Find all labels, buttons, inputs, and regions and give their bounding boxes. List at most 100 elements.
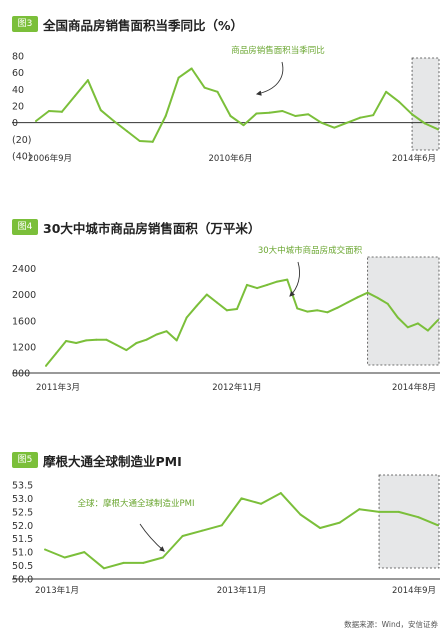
data-source-note: 数据来源：Wind，安信证券: [344, 620, 438, 629]
data-point: [260, 502, 263, 505]
data-point: [45, 364, 47, 367]
data-point: [115, 343, 118, 346]
data-point: [316, 309, 319, 312]
x-tick-label: 2006年9月: [28, 153, 72, 164]
data-point: [437, 128, 439, 131]
data-point: [276, 280, 279, 283]
data-point: [386, 302, 389, 305]
y-tick-label: 2000: [12, 290, 36, 301]
forecast-region: [367, 256, 440, 366]
data-point: [203, 86, 206, 89]
data-point: [99, 109, 102, 112]
data-point: [47, 110, 50, 112]
figure-3-title: 图3 全国商品房销售面积当季同比（%）: [12, 14, 243, 34]
data-point: [175, 339, 178, 342]
data-point: [83, 551, 86, 554]
data-point: [185, 316, 188, 319]
data-point: [296, 307, 299, 310]
data-point: [338, 521, 341, 524]
data-point: [286, 278, 289, 281]
data-point: [138, 140, 141, 142]
data-point: [181, 535, 184, 538]
y-tick-label: 2400: [12, 264, 36, 275]
data-point: [55, 352, 58, 355]
x-tick-label: 2013年1月: [35, 585, 79, 596]
data-point: [376, 296, 379, 299]
figure-3-badge: 图3: [12, 16, 38, 32]
y-tick-label: 1600: [12, 316, 36, 327]
data-point: [397, 510, 400, 513]
y-tick-label: 60: [12, 68, 24, 79]
data-point: [105, 338, 108, 341]
data-point: [177, 76, 180, 79]
data-point: [65, 340, 68, 343]
y-tick-label: (20): [12, 135, 32, 146]
data-point: [102, 567, 105, 570]
data-point: [416, 322, 419, 325]
y-tick-label: 1200: [12, 342, 36, 353]
data-point: [385, 90, 388, 93]
series-label: 商品房销售面积当季同比: [231, 45, 325, 56]
series-label: 30大中城市商品房成交面积: [258, 245, 363, 256]
data-point: [326, 311, 329, 314]
y-tick-label: 53.0: [12, 494, 33, 505]
data-point: [417, 516, 420, 519]
data-point: [229, 115, 232, 117]
data-point: [358, 508, 361, 511]
data-point: [281, 110, 284, 112]
y-tick-label: 80: [12, 52, 24, 63]
data-point: [246, 283, 249, 286]
data-point: [142, 561, 145, 564]
data-point: [205, 293, 208, 296]
data-point: [60, 110, 63, 113]
data-point: [255, 112, 258, 115]
data-point: [161, 556, 164, 559]
figure-5-title-text: 摩根大通全球制造业PMI: [43, 453, 182, 469]
data-point: [299, 513, 302, 516]
data-point: [112, 120, 115, 122]
chart-3: 80 60 40 20 0 (20) (40)2006年9月 2010年6月 2014年6月 商品…: [12, 45, 440, 164]
data-point: [145, 338, 148, 341]
data-point: [63, 556, 66, 559]
data-point: [333, 126, 336, 129]
data-point: [240, 497, 243, 500]
data-point: [378, 510, 381, 513]
data-point: [396, 316, 399, 319]
data-point: [122, 561, 125, 564]
data-point: [235, 308, 238, 311]
data-point: [125, 349, 128, 352]
data-point: [164, 115, 167, 117]
data-point: [242, 124, 245, 127]
data-point: [279, 492, 282, 495]
x-tick-label: 2010年6月: [208, 153, 252, 164]
data-point: [225, 309, 228, 312]
data-point: [44, 548, 46, 551]
y-tick-label: 52.0: [12, 521, 33, 532]
figure-4-title-text: 30大中城市商品房销售面积（万平米）: [43, 220, 261, 236]
data-point: [372, 114, 375, 117]
data-point: [398, 100, 401, 103]
data-point: [190, 67, 193, 70]
y-tick-label: 20: [12, 102, 24, 113]
x-tick-label: 2014年6月: [392, 153, 436, 164]
y-tick-label: 51.5: [12, 534, 33, 545]
y-tick-label: (40): [12, 152, 32, 163]
series-line: [45, 278, 439, 367]
data-point: [135, 341, 138, 344]
chart-4: 2400 2000 1600 1200 800 2011年3月 2012年11月 2014年8…: [12, 245, 440, 393]
data-point: [320, 121, 323, 124]
annotation-arrow: [139, 523, 165, 552]
data-point: [216, 90, 219, 93]
data-point: [346, 121, 349, 124]
data-point: [319, 526, 322, 529]
figure-3-title-text: 全国商品房销售面积当季同比（%）: [43, 17, 244, 33]
annotation-arrow: [289, 261, 301, 297]
figure-5-badge: 图5: [12, 452, 38, 468]
data-point: [359, 116, 362, 119]
x-tick-label: 2014年8月: [392, 382, 436, 393]
figure-5-title: 图5 摩根大通全球制造业PMI: [12, 450, 182, 470]
data-point: [411, 113, 414, 116]
data-point: [268, 111, 271, 114]
